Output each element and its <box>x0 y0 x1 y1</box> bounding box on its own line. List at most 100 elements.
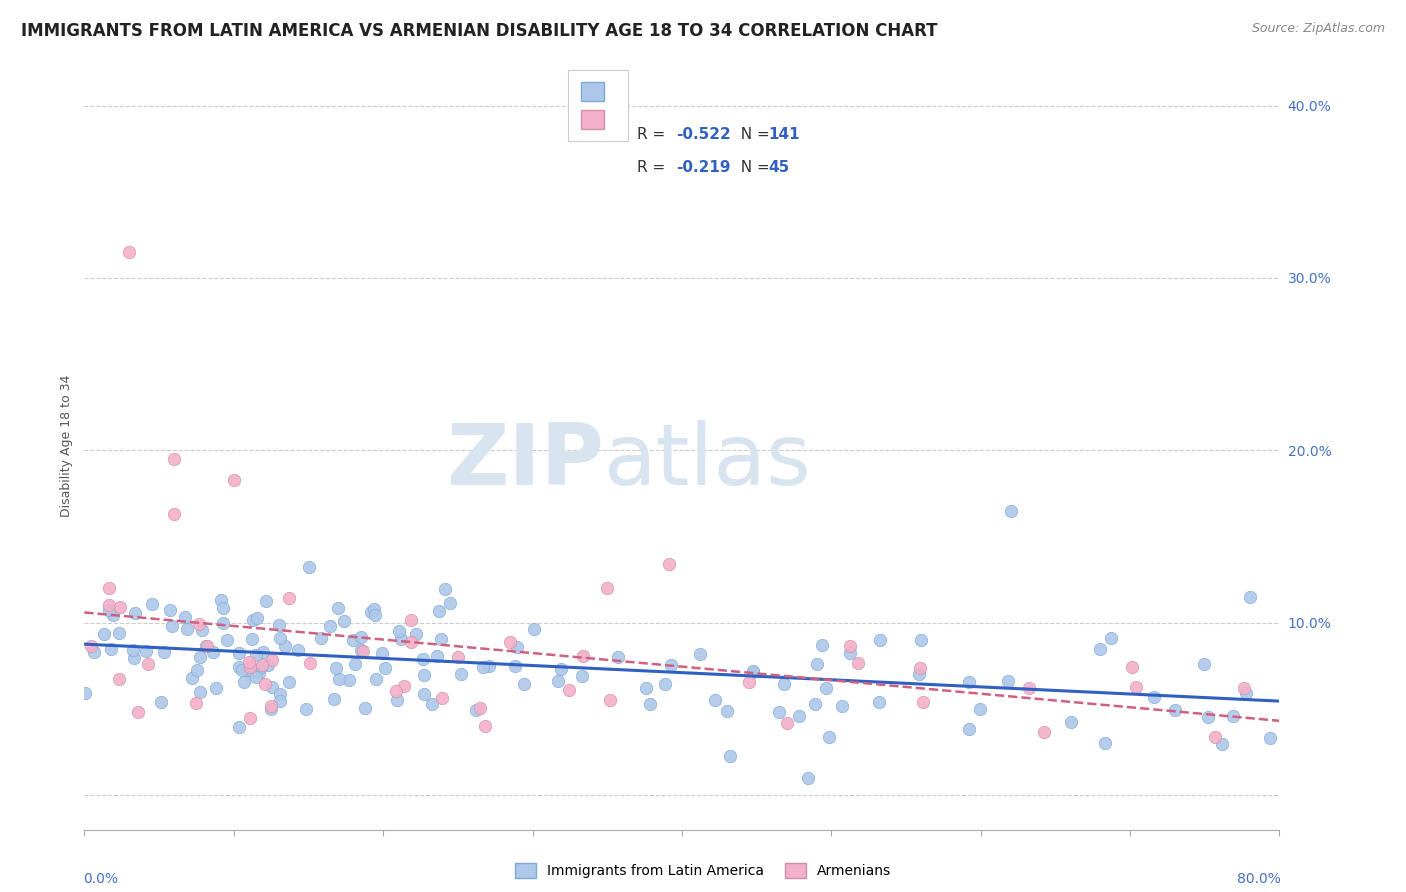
Point <box>439 596 461 610</box>
Point <box>231 663 253 677</box>
Point <box>188 616 211 631</box>
Point <box>242 665 264 679</box>
Point <box>969 701 991 715</box>
Point <box>287 643 309 657</box>
Point <box>80 639 103 653</box>
Point <box>278 675 301 690</box>
Point <box>239 659 262 673</box>
Point <box>818 730 841 744</box>
Point <box>911 695 934 709</box>
Point <box>654 677 676 691</box>
Point <box>499 635 522 649</box>
Point <box>838 639 860 653</box>
Point <box>433 582 456 597</box>
Point <box>371 646 394 660</box>
Point <box>363 601 385 615</box>
Point <box>364 673 387 687</box>
Point <box>811 638 834 652</box>
Point <box>188 650 211 665</box>
Point <box>804 697 827 711</box>
Text: 45: 45 <box>768 161 789 176</box>
Point <box>153 645 176 659</box>
Point <box>426 648 449 663</box>
Point <box>194 639 217 653</box>
Text: 141: 141 <box>768 127 800 142</box>
Point <box>1094 736 1116 750</box>
Point <box>689 648 711 662</box>
Point <box>141 597 163 611</box>
Point <box>997 673 1019 688</box>
Point <box>797 771 820 785</box>
Point <box>1033 725 1056 739</box>
Point <box>558 683 581 698</box>
Point <box>238 655 260 669</box>
Point <box>163 451 186 466</box>
Text: R =: R = <box>637 161 671 176</box>
Point <box>742 664 765 678</box>
Text: 80.0%: 80.0% <box>1237 871 1281 886</box>
Point <box>254 677 277 691</box>
Point <box>98 603 121 617</box>
Point <box>205 681 228 696</box>
Point <box>98 581 121 595</box>
Point <box>659 658 682 673</box>
Point <box>101 607 124 622</box>
Point <box>385 684 408 698</box>
Point <box>325 660 347 674</box>
Point <box>319 619 342 633</box>
Point <box>124 607 146 621</box>
Point <box>342 633 364 648</box>
Point <box>412 668 434 682</box>
Point <box>222 473 245 487</box>
Text: N =: N = <box>731 161 775 176</box>
Point <box>1000 503 1022 517</box>
Point <box>352 644 374 658</box>
Point <box>814 681 837 695</box>
Point <box>571 649 593 664</box>
Point <box>228 646 250 660</box>
Point <box>118 245 141 260</box>
Point <box>211 601 233 615</box>
Point <box>97 598 120 612</box>
Point <box>260 681 283 695</box>
Point <box>420 697 443 711</box>
Point <box>471 660 494 674</box>
Point <box>269 632 291 646</box>
Point <box>228 659 250 673</box>
Point <box>1204 730 1226 744</box>
Point <box>242 613 264 627</box>
Point <box>474 719 496 733</box>
Point <box>446 649 468 664</box>
Point <box>299 656 322 670</box>
Point <box>108 672 131 686</box>
Point <box>110 599 132 614</box>
Legend: Immigrants from Latin America, Armenians: Immigrants from Latin America, Armenians <box>508 856 898 885</box>
Point <box>636 681 658 696</box>
Point <box>173 610 195 624</box>
Point <box>470 701 492 715</box>
Point <box>831 698 853 713</box>
Point <box>1222 709 1244 723</box>
Point <box>122 643 145 657</box>
Point <box>387 693 409 707</box>
Point <box>773 677 796 691</box>
Point <box>1197 710 1219 724</box>
Point <box>262 653 284 667</box>
Point <box>846 656 869 670</box>
Point <box>108 626 131 640</box>
Point <box>1239 590 1261 604</box>
Text: N =: N = <box>731 127 775 142</box>
Point <box>1211 738 1233 752</box>
Point <box>260 699 283 714</box>
Legend: , : , <box>568 70 628 141</box>
Point <box>571 668 593 682</box>
Point <box>869 632 891 647</box>
Point <box>599 693 621 707</box>
Point <box>430 632 453 647</box>
Text: 0.0%: 0.0% <box>83 871 118 886</box>
Point <box>658 557 681 571</box>
Point <box>787 708 810 723</box>
Point <box>450 666 472 681</box>
Point <box>547 673 569 688</box>
Point <box>401 613 423 627</box>
